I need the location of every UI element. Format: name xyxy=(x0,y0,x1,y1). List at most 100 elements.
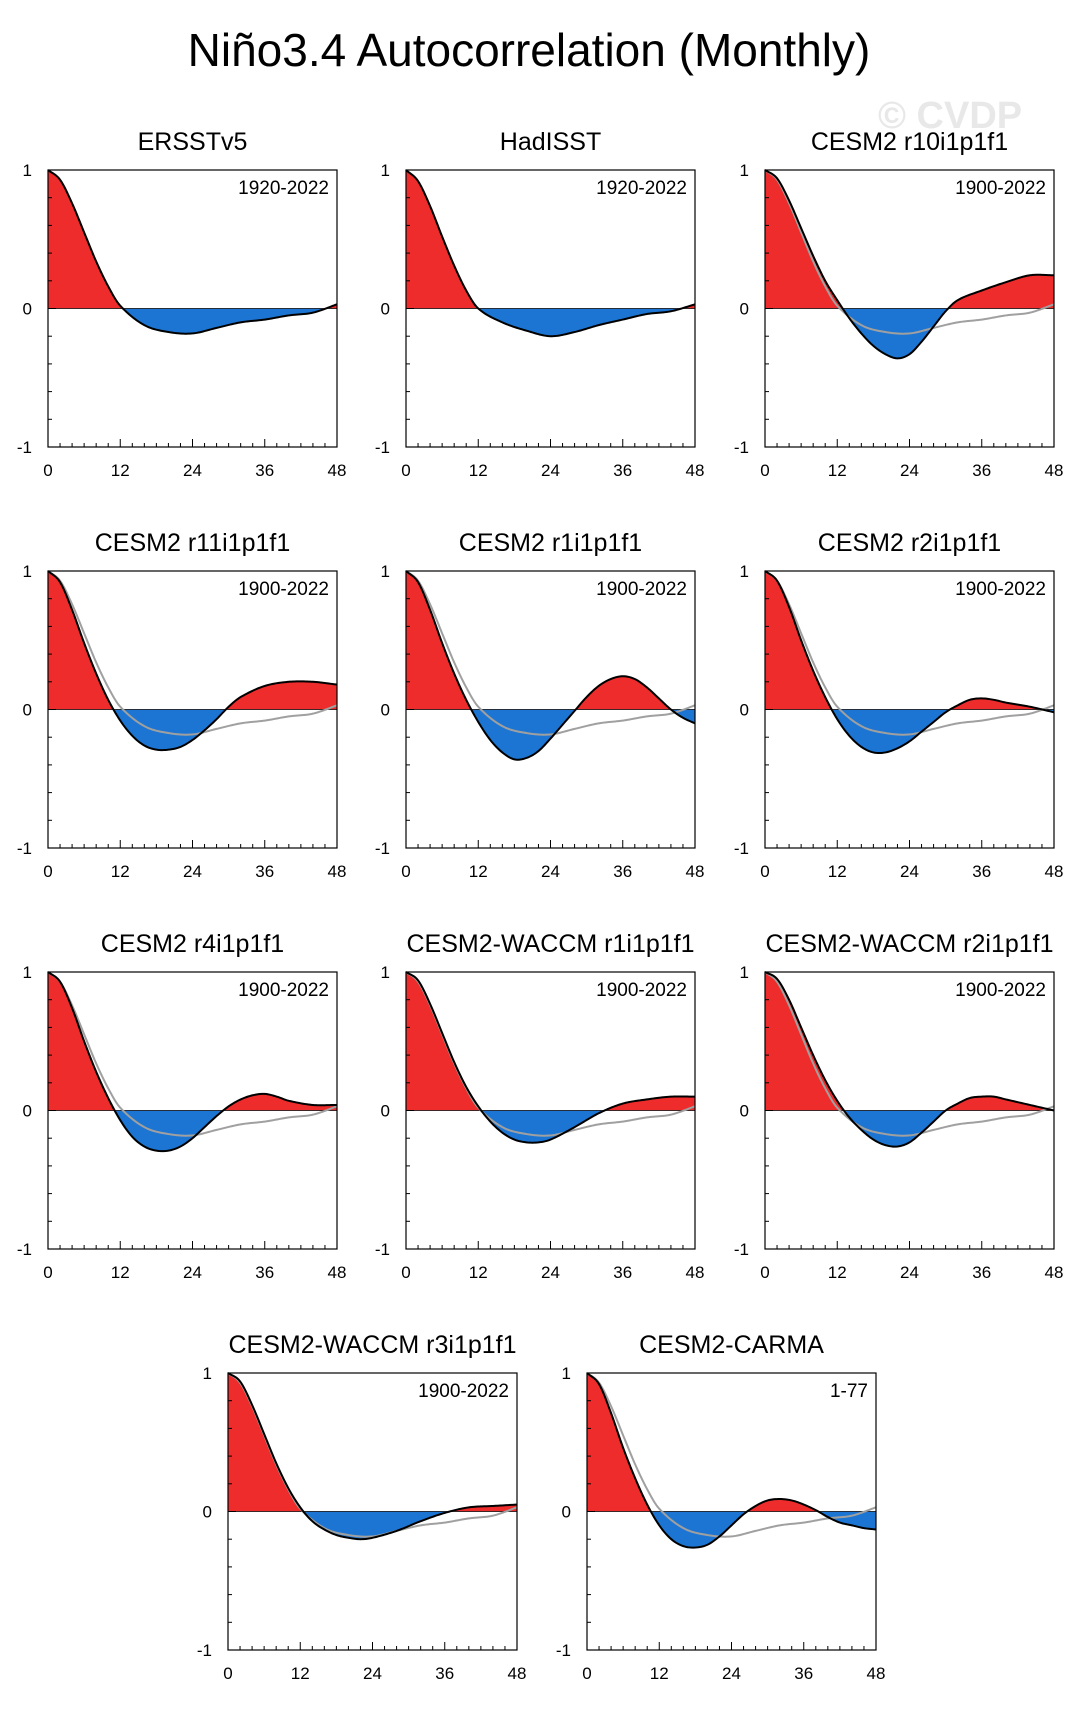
x-tick-label: 36 xyxy=(435,1664,454,1683)
negative-area xyxy=(228,1511,517,1540)
x-tick-label: 48 xyxy=(508,1664,527,1683)
y-tick-label: 1 xyxy=(203,1364,212,1383)
positive-area xyxy=(587,1373,876,1512)
panel-title: CESM2-WACCM r1i1p1f1 xyxy=(406,930,694,958)
acf-line xyxy=(764,169,1055,360)
x-tick-label: 0 xyxy=(760,461,769,480)
panel-title: HadISST xyxy=(500,128,601,156)
period-label: 1900-2022 xyxy=(955,980,1046,1001)
y-tick-label: -1 xyxy=(556,1641,571,1660)
x-tick-label: 48 xyxy=(1045,1263,1064,1282)
x-tick-label: 24 xyxy=(363,1664,382,1683)
x-tick-label: 48 xyxy=(328,461,347,480)
panel-title: CESM2 r10i1p1f1 xyxy=(811,128,1008,156)
positive-area xyxy=(48,170,337,309)
y-tick-label: 0 xyxy=(740,1102,749,1121)
acf-line xyxy=(405,971,696,1144)
x-tick-label: 24 xyxy=(900,1263,919,1282)
y-tick-label: -1 xyxy=(17,438,32,457)
period-label: 1900-2022 xyxy=(596,579,687,600)
x-tick-label: 12 xyxy=(828,1263,847,1282)
positive-area xyxy=(406,972,695,1111)
x-tick-label: 12 xyxy=(469,461,488,480)
period-label: 1920-2022 xyxy=(238,178,329,199)
y-tick-label: 1 xyxy=(740,161,749,180)
x-tick-label: 12 xyxy=(469,862,488,881)
y-tick-label: -1 xyxy=(375,839,390,858)
positive-area xyxy=(765,571,1054,710)
x-tick-label: 24 xyxy=(900,862,919,881)
x-tick-label: 36 xyxy=(255,461,274,480)
x-tick-label: 0 xyxy=(401,862,410,881)
page-title: Niño3.4 Autocorrelation (Monthly) xyxy=(188,24,871,76)
x-tick-label: 48 xyxy=(686,461,705,480)
negative-area xyxy=(48,308,337,334)
x-tick-label: 12 xyxy=(828,461,847,480)
y-tick-label: 0 xyxy=(381,701,390,720)
y-tick-label: -1 xyxy=(17,839,32,858)
period-label: 1900-2022 xyxy=(596,980,687,1001)
x-tick-label: 36 xyxy=(613,862,632,881)
x-tick-label: 24 xyxy=(183,1263,202,1282)
period-label: 1-77 xyxy=(830,1381,868,1402)
x-tick-label: 48 xyxy=(1045,461,1064,480)
x-tick-label: 36 xyxy=(794,1664,813,1683)
negative-area xyxy=(587,1511,876,1548)
negative-area xyxy=(48,1110,337,1152)
panel-title: CESM2 r2i1p1f1 xyxy=(818,529,1001,557)
x-tick-label: 48 xyxy=(686,1263,705,1282)
y-tick-label: 0 xyxy=(23,1102,32,1121)
chart-panel: 0 12 24 36 48 -1 0 1 CESM2-CARMA 1-77 xyxy=(556,1331,886,1683)
chart-panel: 0 12 24 36 48 -1 0 1 CESM2 r11i1p1f1 1900-2022 xyxy=(17,529,347,881)
y-tick-label: -1 xyxy=(734,1240,749,1259)
y-tick-label: 1 xyxy=(740,562,749,581)
y-tick-label: 0 xyxy=(203,1503,212,1522)
observed-reference-line xyxy=(47,570,338,736)
period-label: 1900-2022 xyxy=(238,579,329,600)
y-tick-label: 1 xyxy=(381,562,390,581)
period-label: 1900-2022 xyxy=(955,579,1046,600)
chart-panel: 0 12 24 36 48 -1 0 1 ERSSTv5 1920-2022 xyxy=(17,128,347,480)
observed-reference-line xyxy=(764,971,1055,1137)
period-label: 1900-2022 xyxy=(418,1381,509,1402)
acf-line xyxy=(764,971,1055,1148)
watermark: © CVDP xyxy=(878,95,1022,137)
acf-line xyxy=(47,570,338,752)
observed-reference-line xyxy=(764,570,1055,736)
positive-area xyxy=(48,972,337,1111)
positive-area xyxy=(765,170,1054,309)
negative-area xyxy=(406,1110,695,1143)
y-tick-label: 0 xyxy=(381,300,390,319)
x-tick-label: 12 xyxy=(111,1263,130,1282)
x-tick-label: 0 xyxy=(43,461,52,480)
negative-area xyxy=(406,308,695,337)
acf-line xyxy=(405,570,696,761)
panel-title: ERSSTv5 xyxy=(138,128,248,156)
x-tick-label: 0 xyxy=(223,1664,232,1683)
x-tick-label: 48 xyxy=(1045,862,1064,881)
x-tick-label: 12 xyxy=(111,461,130,480)
period-label: 1900-2022 xyxy=(955,178,1046,199)
x-tick-label: 48 xyxy=(867,1664,886,1683)
x-tick-label: 0 xyxy=(760,862,769,881)
x-tick-label: 0 xyxy=(401,1263,410,1282)
y-tick-label: -1 xyxy=(17,1240,32,1259)
x-tick-label: 0 xyxy=(43,1263,52,1282)
x-tick-label: 12 xyxy=(828,862,847,881)
x-tick-label: 36 xyxy=(972,461,991,480)
x-tick-label: 24 xyxy=(183,862,202,881)
chart-panel: 0 12 24 36 48 -1 0 1 CESM2 r2i1p1f1 1900-2022 xyxy=(734,529,1064,881)
y-tick-label: 1 xyxy=(381,963,390,982)
x-tick-label: 12 xyxy=(291,1664,310,1683)
y-tick-label: 0 xyxy=(740,701,749,720)
x-tick-label: 12 xyxy=(650,1664,669,1683)
chart-panel: 0 12 24 36 48 -1 0 1 CESM2 r10i1p1f1 1900-2022 xyxy=(734,128,1064,480)
y-tick-label: -1 xyxy=(197,1641,212,1660)
observed-reference-line xyxy=(764,169,1055,335)
chart-panel: 0 12 24 36 48 -1 0 1 CESM2 r1i1p1f1 1900-2022 xyxy=(375,529,705,881)
x-tick-label: 24 xyxy=(541,1263,560,1282)
y-tick-label: -1 xyxy=(734,438,749,457)
acf-line xyxy=(47,169,338,335)
y-tick-label: 1 xyxy=(23,161,32,180)
positive-area xyxy=(48,571,337,710)
